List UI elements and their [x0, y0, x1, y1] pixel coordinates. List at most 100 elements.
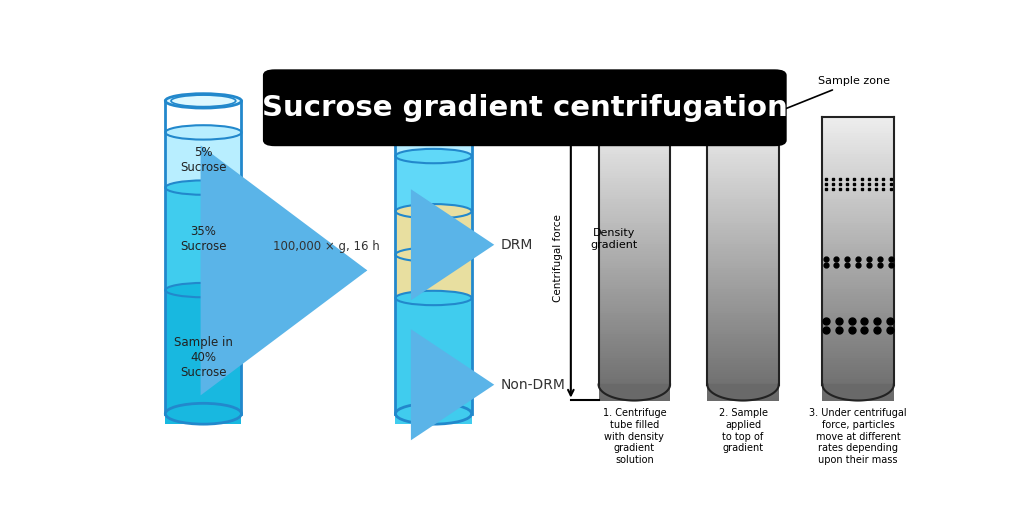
Bar — [708, 308, 778, 311]
Bar — [599, 126, 670, 129]
Bar — [708, 346, 778, 349]
Bar — [822, 138, 894, 141]
Bar — [822, 289, 894, 292]
Bar — [822, 355, 894, 358]
Bar — [708, 140, 778, 143]
Bar — [599, 162, 670, 164]
Bar — [822, 379, 894, 382]
Bar — [708, 138, 778, 141]
Bar — [822, 211, 894, 214]
Ellipse shape — [395, 403, 472, 424]
Bar — [599, 296, 670, 299]
Bar — [822, 353, 894, 356]
Bar — [708, 278, 778, 280]
Bar — [599, 211, 670, 214]
Bar — [599, 278, 670, 280]
Bar — [822, 206, 894, 209]
Bar — [708, 368, 778, 370]
Bar — [708, 313, 778, 316]
Bar — [599, 117, 670, 119]
Bar — [822, 183, 894, 186]
Bar — [708, 121, 778, 124]
Bar — [708, 133, 778, 136]
Bar — [708, 193, 778, 195]
Bar — [708, 124, 778, 126]
Bar — [599, 270, 670, 273]
Bar — [599, 325, 670, 328]
Bar — [599, 301, 670, 304]
Bar — [708, 374, 778, 377]
Bar — [708, 259, 778, 261]
Bar — [822, 140, 894, 143]
Bar — [708, 362, 778, 366]
Bar — [822, 162, 894, 164]
Bar — [599, 379, 670, 382]
Bar — [599, 174, 670, 176]
Bar — [822, 344, 894, 347]
Bar — [822, 204, 894, 207]
Bar — [822, 187, 894, 190]
Bar — [599, 396, 670, 398]
Bar — [599, 372, 670, 375]
Bar — [708, 275, 778, 278]
Bar — [708, 166, 778, 169]
Bar — [822, 197, 894, 200]
Bar — [822, 301, 894, 304]
Bar — [599, 244, 670, 247]
Bar — [822, 358, 894, 360]
Ellipse shape — [395, 204, 472, 219]
Bar — [822, 377, 894, 379]
Bar — [822, 270, 894, 273]
Bar — [599, 256, 670, 259]
Bar — [599, 195, 670, 198]
Text: 5%
Sucrose: 5% Sucrose — [180, 146, 226, 174]
Bar — [599, 374, 670, 377]
Bar — [708, 178, 778, 181]
Bar — [599, 216, 670, 219]
Bar — [708, 355, 778, 358]
Text: 100,000 × g, 16 h: 100,000 × g, 16 h — [273, 240, 380, 252]
Bar — [395, 298, 472, 424]
Bar — [822, 230, 894, 233]
Bar — [822, 225, 894, 228]
Bar — [395, 254, 472, 298]
Bar — [599, 209, 670, 211]
Bar — [822, 349, 894, 351]
Bar — [708, 119, 778, 122]
Bar — [599, 315, 670, 318]
Bar — [822, 171, 894, 174]
Bar — [708, 206, 778, 209]
Bar — [599, 230, 670, 233]
Bar — [708, 261, 778, 264]
Bar — [822, 190, 894, 193]
Bar — [599, 240, 670, 242]
Bar — [708, 209, 778, 211]
Ellipse shape — [395, 149, 472, 163]
Bar — [599, 249, 670, 252]
Bar — [708, 143, 778, 145]
Ellipse shape — [165, 125, 242, 140]
Bar — [599, 282, 670, 285]
Ellipse shape — [165, 180, 242, 195]
Bar — [599, 294, 670, 297]
Text: Sample zone: Sample zone — [765, 76, 891, 117]
Bar — [708, 351, 778, 354]
Bar — [822, 292, 894, 294]
Bar — [822, 317, 894, 321]
Bar — [599, 332, 670, 335]
Bar — [599, 311, 670, 313]
Bar — [822, 178, 894, 181]
Bar — [708, 377, 778, 379]
Bar — [599, 225, 670, 228]
Bar — [822, 145, 894, 148]
Bar — [822, 155, 894, 157]
Bar — [599, 334, 670, 337]
Bar — [822, 235, 894, 238]
Bar — [599, 171, 670, 174]
Bar — [822, 396, 894, 398]
Bar — [599, 285, 670, 287]
Bar — [822, 325, 894, 328]
Bar — [708, 249, 778, 252]
Bar — [708, 304, 778, 306]
Bar — [822, 368, 894, 370]
